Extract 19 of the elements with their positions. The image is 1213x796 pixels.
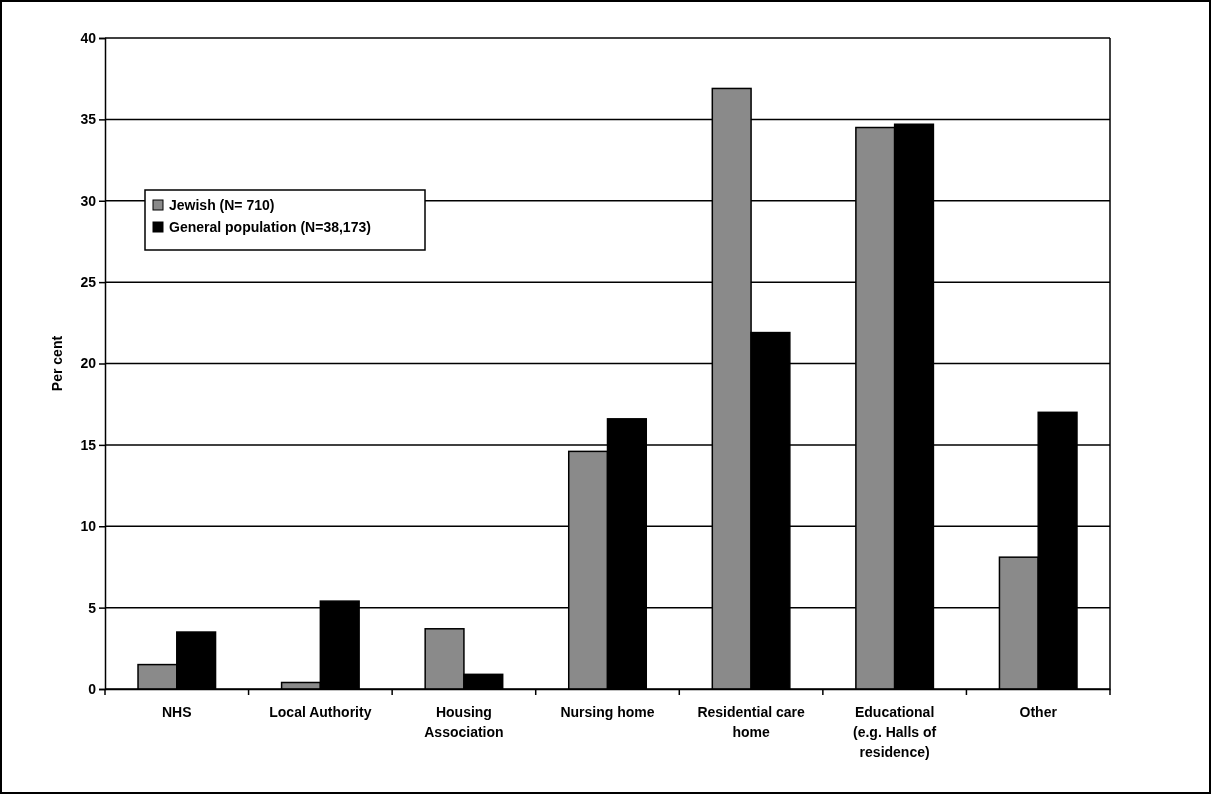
legend-label: General population (N=38,173) — [169, 219, 371, 235]
x-tick-label: Local Authority — [269, 704, 372, 720]
x-tick-label: NHS — [162, 704, 192, 720]
y-tick-label: 20 — [80, 355, 97, 372]
y-axis-title: Per cent — [49, 335, 65, 392]
y-tick-label: 15 — [80, 436, 97, 453]
y-tick-label: 10 — [80, 518, 97, 535]
legend-label: Jewish (N= 710) — [169, 197, 275, 213]
x-tick-label: Residential care home — [697, 704, 805, 740]
x-tick-label: Other — [1019, 704, 1058, 720]
x-tick-label: Housing Association — [424, 704, 504, 740]
y-tick-label: 35 — [80, 111, 97, 128]
y-tick-label: 40 — [80, 29, 97, 46]
y-tick-label: 30 — [80, 192, 97, 209]
y-tick-label: 0 — [88, 680, 97, 697]
y-tick-label: 25 — [80, 274, 97, 291]
x-tick-label: Nursing home — [560, 704, 655, 720]
x-tick-label: Educational (e.g. Halls of residence) — [853, 704, 937, 760]
y-tick-label: 5 — [88, 599, 97, 616]
